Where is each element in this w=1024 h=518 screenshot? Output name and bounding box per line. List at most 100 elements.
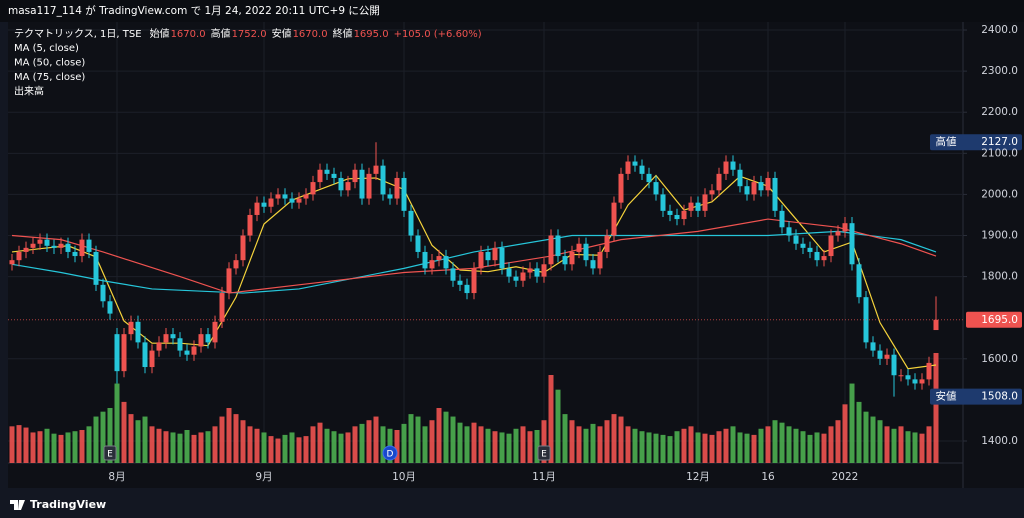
volume-bar bbox=[317, 422, 323, 463]
volume-bar bbox=[359, 423, 365, 463]
candle-body bbox=[709, 190, 715, 195]
candle-body bbox=[191, 346, 197, 355]
candle-body bbox=[198, 334, 204, 347]
volume-bar bbox=[303, 436, 309, 463]
volume-bar bbox=[520, 426, 526, 463]
volume-bar bbox=[156, 428, 162, 463]
candle-body bbox=[723, 161, 729, 174]
event-label: E bbox=[541, 450, 547, 460]
candle-body bbox=[779, 210, 785, 228]
candle-body bbox=[856, 264, 862, 298]
volume-bar bbox=[527, 431, 533, 463]
candle-body bbox=[646, 173, 652, 183]
x-tick-label: 11月 bbox=[532, 471, 556, 483]
volume-bar bbox=[51, 433, 57, 463]
y-tick-label: 1800.0 bbox=[981, 271, 1018, 283]
candle-body bbox=[114, 334, 120, 372]
volume-bar bbox=[37, 431, 43, 463]
candle-body bbox=[408, 210, 414, 236]
candle-body bbox=[373, 165, 379, 174]
volume-bar bbox=[772, 420, 778, 463]
candle-body bbox=[16, 251, 22, 261]
volume-bar bbox=[562, 414, 568, 463]
volume-bar bbox=[373, 416, 379, 463]
candle-body bbox=[926, 362, 932, 380]
candle-body bbox=[149, 350, 155, 368]
volume-bar bbox=[114, 383, 120, 463]
volume-bar bbox=[695, 432, 701, 463]
legend-entry: MA (50, close) bbox=[14, 58, 85, 69]
candle-body bbox=[205, 334, 211, 343]
candle-body bbox=[849, 223, 855, 265]
candle-body bbox=[618, 173, 624, 203]
candle-body bbox=[933, 319, 939, 331]
candle-body bbox=[37, 239, 43, 244]
header-bar bbox=[0, 0, 1024, 22]
volume-bar bbox=[919, 433, 925, 463]
candle-body bbox=[758, 182, 764, 191]
volume-bar bbox=[646, 432, 652, 463]
candle-body bbox=[30, 243, 36, 248]
volume-bar bbox=[324, 428, 330, 463]
candle-body bbox=[436, 256, 442, 261]
volume-bar bbox=[177, 433, 183, 463]
badge-value: 1695.0 bbox=[981, 314, 1018, 326]
event-marker bbox=[537, 445, 551, 461]
candle-body bbox=[401, 177, 407, 211]
candle-body bbox=[170, 334, 176, 339]
x-tick-label: 12月 bbox=[686, 471, 710, 483]
volume-bar bbox=[604, 420, 610, 463]
event-marker bbox=[382, 445, 398, 461]
candle-body bbox=[51, 245, 57, 248]
y-tick-label: 2100.0 bbox=[981, 147, 1018, 159]
volume-bar bbox=[289, 432, 295, 463]
candle-body bbox=[744, 186, 750, 195]
volume-bar bbox=[534, 430, 540, 463]
volume-bar bbox=[100, 411, 106, 463]
y-tick-label: 1900.0 bbox=[981, 230, 1018, 242]
candle-body bbox=[611, 202, 617, 236]
candle-body bbox=[513, 276, 519, 281]
legend: テクマトリックス, 1日, TSE 始値 1670.0 高値 1752.0 安値 1670… bbox=[14, 27, 482, 98]
volume-bar bbox=[331, 431, 337, 463]
ohlc-value: 1670.0 bbox=[171, 29, 206, 40]
candle-body bbox=[625, 161, 631, 174]
event-label: D bbox=[387, 450, 394, 460]
candle-body bbox=[520, 272, 526, 281]
volume-bar bbox=[786, 426, 792, 463]
candle-body bbox=[912, 379, 918, 384]
badge-name: 安値 bbox=[936, 390, 957, 403]
candle-body bbox=[562, 256, 568, 265]
candle-body bbox=[86, 239, 92, 252]
candle-body bbox=[555, 235, 561, 257]
legend-entry: 出来高 bbox=[14, 85, 44, 98]
event-marker bbox=[103, 445, 117, 461]
grid bbox=[8, 22, 963, 463]
candle-body bbox=[233, 260, 239, 269]
candle-body bbox=[807, 247, 813, 252]
volume-bar bbox=[884, 426, 890, 463]
logo-icon bbox=[10, 500, 25, 510]
volume-bar bbox=[415, 416, 421, 463]
candle-body bbox=[695, 202, 701, 211]
x-tick-label: 8月 bbox=[108, 471, 125, 483]
volume-bar bbox=[408, 414, 414, 463]
volume-bar bbox=[261, 432, 267, 463]
chart-title: テクマトリックス, 1日, TSE bbox=[14, 28, 142, 40]
volume-bar bbox=[366, 420, 372, 463]
badge-name: 高値 bbox=[936, 135, 957, 148]
candle-body bbox=[394, 177, 400, 199]
volume-bar bbox=[541, 420, 547, 463]
candle-body bbox=[177, 338, 183, 351]
volume-bar bbox=[142, 416, 148, 463]
volume-bar bbox=[240, 420, 246, 463]
candle-body bbox=[247, 214, 253, 236]
volume-bar bbox=[254, 428, 260, 463]
y-tick-label: 2300.0 bbox=[981, 65, 1018, 77]
volume-bar bbox=[653, 433, 659, 463]
volume-bar bbox=[79, 430, 85, 463]
candle-body bbox=[415, 235, 421, 252]
candle-body bbox=[282, 194, 288, 199]
candle-body bbox=[681, 210, 687, 220]
candle-body bbox=[303, 194, 309, 199]
